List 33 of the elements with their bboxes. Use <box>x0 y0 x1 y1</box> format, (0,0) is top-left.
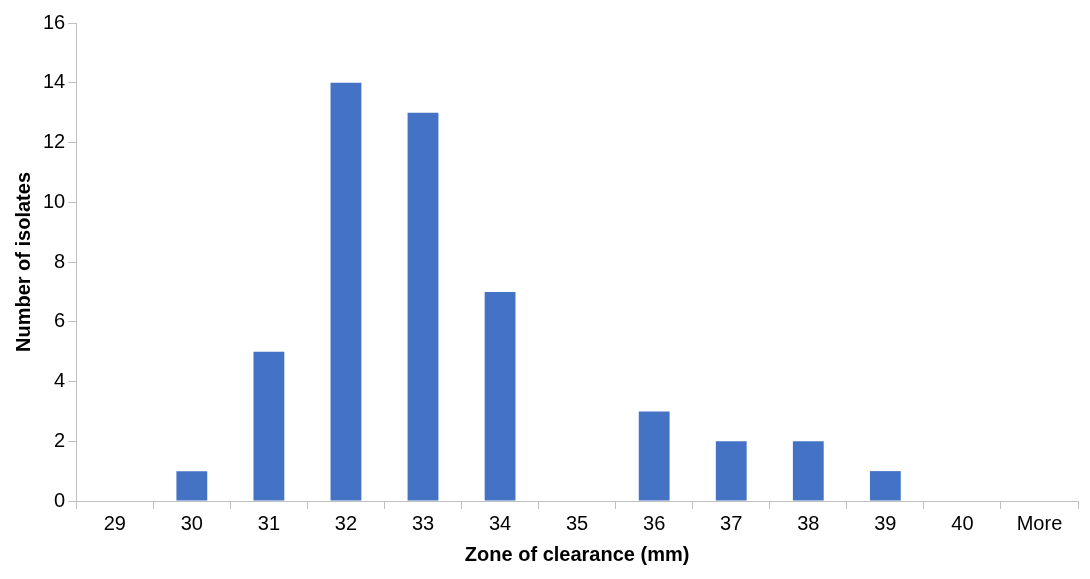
x-tick-label: 39 <box>874 511 897 534</box>
y-tick-label: 4 <box>54 369 66 392</box>
bar <box>330 82 362 501</box>
bar <box>869 471 901 501</box>
x-tick-label: 35 <box>566 511 589 534</box>
bar <box>407 112 439 501</box>
x-tick-label: More <box>1016 511 1063 534</box>
y-tick-label: 16 <box>43 10 66 33</box>
x-tick-label: 37 <box>720 511 743 534</box>
y-tick-label: 14 <box>43 70 66 93</box>
bar <box>638 411 670 501</box>
bar <box>176 471 208 501</box>
x-tick-label: 31 <box>257 511 281 534</box>
y-tick-label: 12 <box>43 130 66 153</box>
x-tick-label: 38 <box>797 511 820 534</box>
x-tick-label: 34 <box>488 511 512 534</box>
x-tick-label: 40 <box>951 511 974 534</box>
y-tick-label: 0 <box>54 488 66 511</box>
x-tick-label: 32 <box>334 511 358 534</box>
x-tick-label: 36 <box>643 511 666 534</box>
bar <box>253 351 285 501</box>
x-tick-label: 30 <box>180 511 203 534</box>
bar <box>715 441 747 501</box>
y-tick-label: 10 <box>43 189 66 212</box>
y-tick-label: 6 <box>54 309 66 332</box>
y-axis-title: Number of isolates <box>11 171 34 353</box>
x-tick-label: 29 <box>103 511 126 534</box>
bar <box>484 291 516 501</box>
x-tick-label: 33 <box>411 511 435 534</box>
bar <box>792 441 824 501</box>
y-tick-label: 2 <box>54 428 66 451</box>
x-axis-title: Zone of clearance (mm) <box>464 542 690 565</box>
y-tick-label: 8 <box>54 249 66 272</box>
